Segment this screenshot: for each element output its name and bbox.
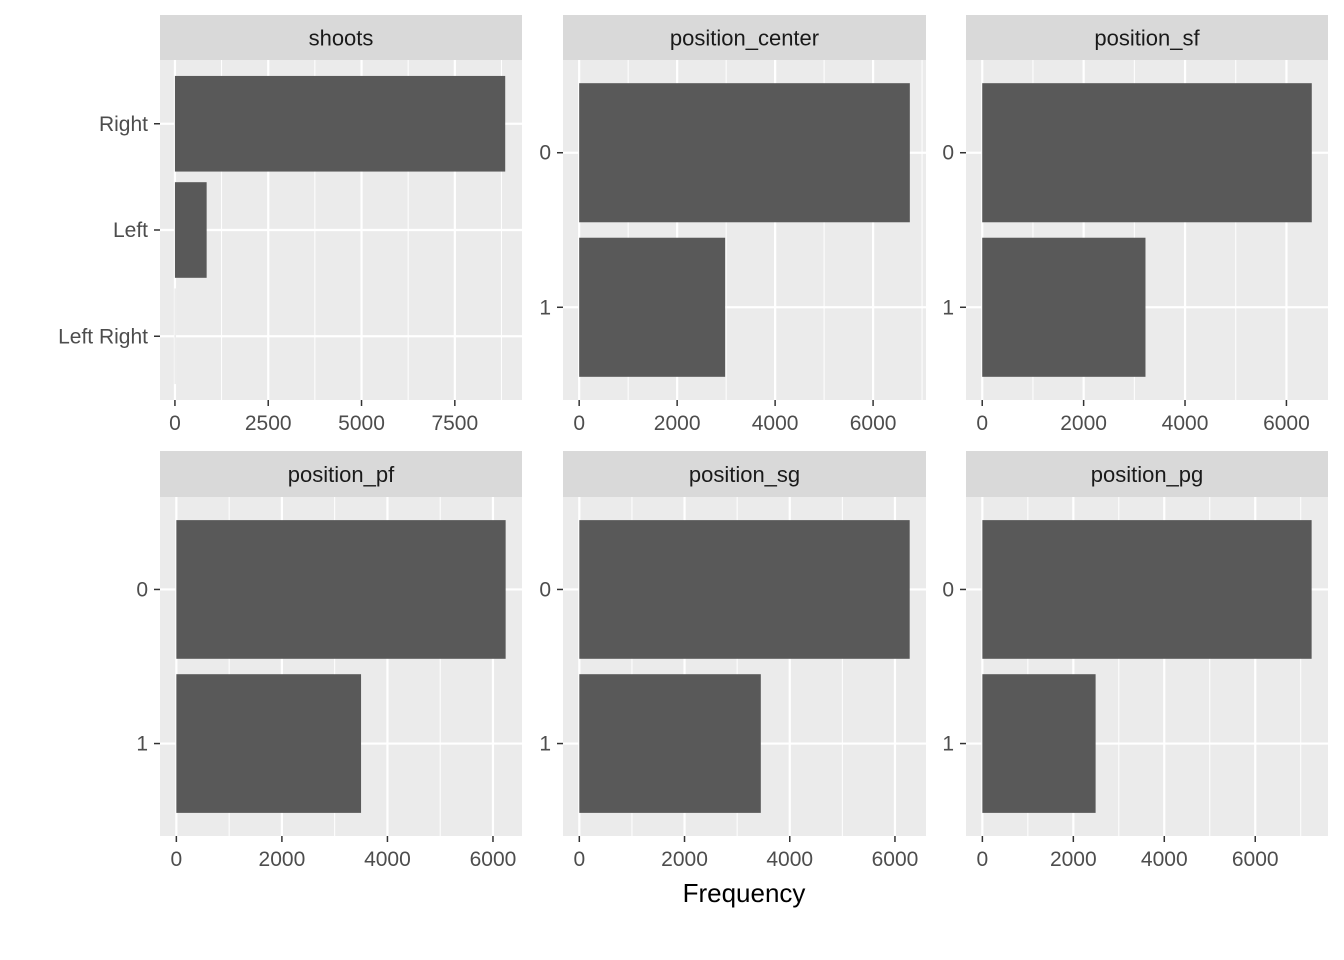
x-tick-label: 4000 xyxy=(1162,412,1209,435)
y-tick-label: Left Right xyxy=(58,325,148,348)
y-tick-label: 1 xyxy=(942,733,954,756)
bar-1 xyxy=(579,237,726,377)
x-tick-label: 6000 xyxy=(872,848,919,871)
y-tick-label: 0 xyxy=(942,142,954,165)
x-tick-label: 6000 xyxy=(470,848,517,871)
x-tick-label: 5000 xyxy=(338,412,385,435)
x-tick-label: 0 xyxy=(171,848,183,871)
x-axis-title: Frequency xyxy=(683,878,806,908)
facet-strip xyxy=(563,15,926,60)
facet-shoots: shoots Right Left Left Right 0 2500 5000 7500 xyxy=(58,15,522,435)
x-tick-label: 0 xyxy=(573,412,585,435)
facet-strip xyxy=(966,15,1328,60)
bar-0 xyxy=(982,83,1312,223)
x-tick-label: 4000 xyxy=(752,412,799,435)
y-tick-label: Right xyxy=(99,113,148,136)
x-tick-label: 0 xyxy=(977,848,989,871)
bar-0 xyxy=(982,520,1312,659)
y-tick-label: 1 xyxy=(942,296,954,319)
y-tick-label: Left xyxy=(113,219,148,242)
x-tick-label: 2000 xyxy=(1050,848,1097,871)
x-tick-label: 2000 xyxy=(661,848,708,871)
x-tick-label: 7500 xyxy=(431,412,478,435)
bar-0 xyxy=(176,520,506,659)
x-tick-label: 6000 xyxy=(850,412,897,435)
facet-strip xyxy=(563,451,926,497)
y-tick-label: 0 xyxy=(539,578,551,601)
x-tick-label: 2000 xyxy=(1060,412,1107,435)
x-tick-label: 4000 xyxy=(1141,848,1188,871)
y-tick-label: 1 xyxy=(136,733,148,756)
x-tick-label: 4000 xyxy=(766,848,813,871)
y-tick-label: 0 xyxy=(539,142,551,165)
x-tick-label: 4000 xyxy=(364,848,411,871)
x-tick-label: 0 xyxy=(169,412,181,435)
bar-1 xyxy=(176,674,362,813)
bar-1 xyxy=(982,674,1096,813)
x-tick-label: 2000 xyxy=(654,412,701,435)
x-tick-label: 2500 xyxy=(245,412,292,435)
bar-1 xyxy=(982,237,1146,377)
y-tick-label: 0 xyxy=(136,578,148,601)
facet-position_pg: position_pg 0 1 0 2000 4000 6000 xyxy=(942,451,1328,871)
facet-panels: shoots Right Left Left Right 0 2500 5000 7500 po… xyxy=(58,15,1328,871)
x-tick-label: 0 xyxy=(976,412,988,435)
bar-right xyxy=(174,75,506,172)
x-tick-label: 6000 xyxy=(1263,412,1310,435)
bar-1 xyxy=(579,674,761,813)
y-tick-label: 0 xyxy=(942,578,954,601)
facet-position_pf: position_pf 0 1 0 2000 4000 6000 xyxy=(136,451,522,871)
facet-position_sg: position_sg 0 1 0 2000 4000 6000 xyxy=(539,451,926,871)
facet-strip-label: shoots xyxy=(309,26,374,51)
facet-strip xyxy=(160,15,522,60)
x-tick-label: 2000 xyxy=(259,848,306,871)
facet-strip xyxy=(966,451,1328,497)
facet-strip xyxy=(160,451,522,497)
y-tick-label: 1 xyxy=(539,296,551,319)
facet-strip-label: position_pg xyxy=(1091,462,1204,487)
facet-strip-label: position_center xyxy=(670,26,819,51)
bar-left xyxy=(174,182,207,278)
y-tick-label: 1 xyxy=(539,733,551,756)
x-tick-label: 6000 xyxy=(1232,848,1279,871)
x-tick-label: 0 xyxy=(573,848,585,871)
facet-strip-label: position_sg xyxy=(689,462,800,487)
facet-position_center: position_center 0 1 0 2000 4000 6000 xyxy=(539,15,926,435)
bar-0 xyxy=(579,83,910,223)
bar-0 xyxy=(579,520,910,659)
facet-strip-label: position_pf xyxy=(288,462,395,487)
facet-position_sf: position_sf 0 1 0 2000 4000 6000 xyxy=(942,15,1328,435)
facet-strip-label: position_sf xyxy=(1094,26,1200,51)
